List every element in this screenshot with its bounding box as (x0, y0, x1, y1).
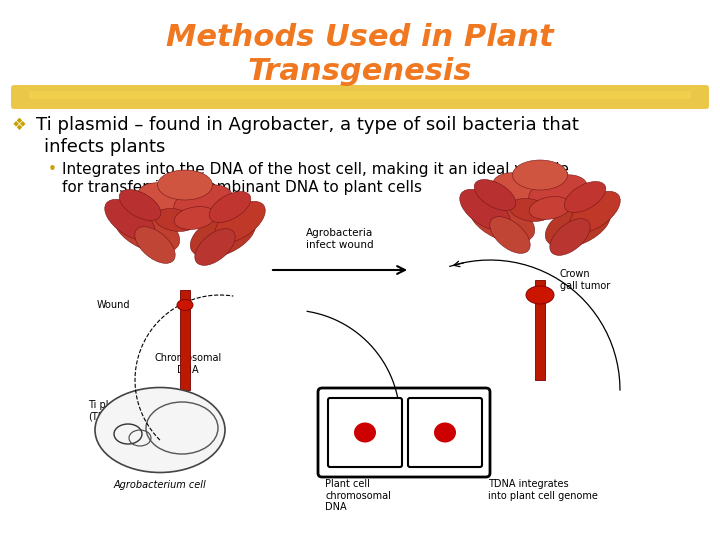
Ellipse shape (474, 179, 516, 211)
Ellipse shape (528, 175, 588, 210)
Bar (535, 280, 545, 380)
Ellipse shape (513, 160, 567, 190)
Text: Agrobacterium cell: Agrobacterium cell (114, 480, 207, 490)
Ellipse shape (95, 388, 225, 472)
Bar (180, 290, 190, 390)
Ellipse shape (135, 227, 175, 264)
Ellipse shape (490, 217, 530, 253)
Ellipse shape (215, 201, 265, 242)
Text: •: • (48, 162, 57, 177)
Ellipse shape (545, 202, 611, 248)
Ellipse shape (509, 199, 551, 221)
Text: Wound: Wound (96, 300, 130, 310)
Text: Chromosomal
DNA: Chromosomal DNA (154, 353, 222, 375)
Text: Agrobacteria
infect wound: Agrobacteria infect wound (306, 228, 374, 250)
Ellipse shape (469, 197, 535, 242)
Ellipse shape (195, 228, 235, 265)
Ellipse shape (174, 207, 216, 229)
Ellipse shape (104, 199, 156, 241)
FancyBboxPatch shape (318, 388, 490, 477)
Ellipse shape (570, 191, 620, 233)
Ellipse shape (460, 190, 510, 231)
Ellipse shape (177, 300, 193, 310)
Text: TDNA integrates
into plant cell genome: TDNA integrates into plant cell genome (488, 479, 598, 501)
Ellipse shape (138, 183, 197, 217)
Ellipse shape (434, 422, 456, 442)
Ellipse shape (354, 422, 376, 442)
Ellipse shape (114, 207, 180, 253)
Ellipse shape (210, 192, 251, 222)
Ellipse shape (120, 190, 161, 220)
Ellipse shape (158, 170, 212, 200)
FancyArrowPatch shape (273, 266, 405, 274)
Text: Ti plasmid
(TDNA): Ti plasmid (TDNA) (88, 400, 138, 422)
Text: for transferring recombinant DNA to plant cells: for transferring recombinant DNA to plan… (62, 180, 422, 195)
Text: ❖: ❖ (12, 116, 27, 134)
Ellipse shape (190, 212, 256, 258)
FancyBboxPatch shape (408, 398, 482, 467)
Text: Methods Used in Plant: Methods Used in Plant (166, 24, 554, 52)
Text: Integrates into the DNA of the host cell, making it an ideal vehicle: Integrates into the DNA of the host cell… (62, 162, 569, 177)
FancyBboxPatch shape (29, 91, 691, 99)
Ellipse shape (154, 208, 196, 232)
FancyBboxPatch shape (328, 398, 402, 467)
Ellipse shape (564, 181, 606, 213)
FancyBboxPatch shape (11, 85, 709, 109)
Text: Transgenesis: Transgenesis (248, 57, 472, 86)
Text: Crown
gall tumor: Crown gall tumor (560, 269, 611, 291)
Ellipse shape (526, 286, 554, 304)
Text: Ti plasmid – found in Agrobacter, a type of soil bacteria that: Ti plasmid – found in Agrobacter, a type… (36, 116, 579, 134)
Text: Plant cell
chromosomal
DNA: Plant cell chromosomal DNA (325, 479, 391, 512)
Ellipse shape (529, 197, 571, 219)
Text: infects plants: infects plants (44, 138, 166, 156)
Ellipse shape (492, 173, 552, 207)
Ellipse shape (550, 219, 590, 255)
Ellipse shape (174, 185, 233, 219)
